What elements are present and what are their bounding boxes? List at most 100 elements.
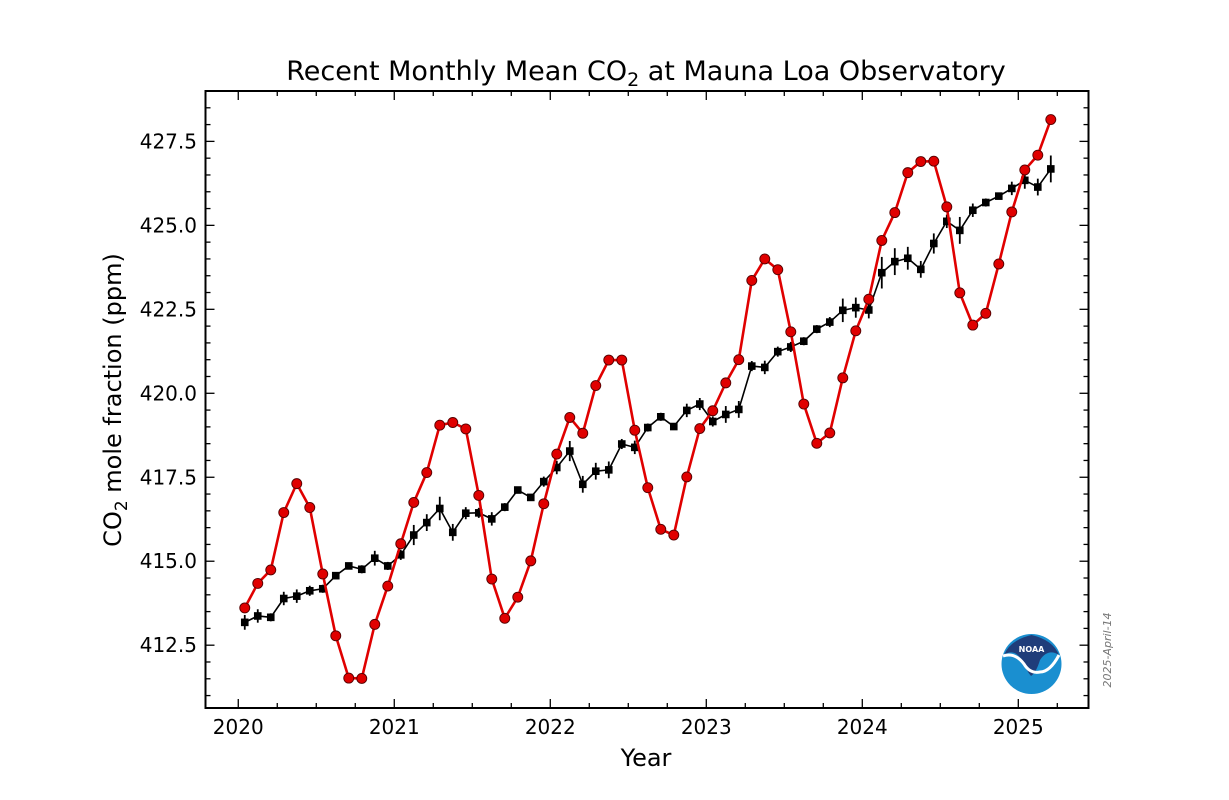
y-axis-label: CO2 mole fraction (ppm)	[99, 253, 132, 547]
data-point-corrected	[279, 594, 288, 603]
data-point-corrected	[266, 613, 275, 622]
data-point-monthly	[928, 155, 940, 167]
data-point-monthly	[343, 672, 355, 684]
data-point-monthly	[785, 326, 797, 338]
data-point-corrected	[435, 504, 444, 513]
x-tick-label: 2024	[837, 715, 888, 739]
x-axis-label: Year	[620, 744, 672, 772]
title-suffix: at Mauna Loa Observatory	[639, 56, 1006, 87]
data-point-monthly	[434, 419, 446, 431]
data-point-corrected	[669, 422, 678, 431]
noaa-logo-bird	[1004, 635, 1059, 676]
data-point-corrected	[461, 509, 470, 517]
data-point-monthly	[590, 380, 602, 392]
data-point-monthly	[1045, 114, 1057, 125]
title-main: Recent Monthly Mean CO	[286, 56, 627, 87]
y-tick-label: 427.5	[140, 129, 197, 153]
data-point-monthly	[681, 471, 693, 483]
data-point-corrected	[721, 410, 730, 419]
data-point-monthly	[642, 482, 654, 494]
data-point-monthly	[967, 319, 979, 331]
data-point-monthly	[1019, 164, 1031, 176]
data-point-corrected	[552, 463, 561, 472]
y-label-prefix: CO	[99, 511, 127, 547]
data-point-monthly	[447, 417, 459, 428]
series-seasonally-corrected	[240, 155, 1055, 630]
data-point-monthly	[538, 498, 550, 510]
data-point-monthly	[239, 602, 251, 614]
data-point-corrected	[487, 515, 496, 523]
data-point-monthly	[317, 568, 329, 580]
noaa-logo: NOAA	[1001, 634, 1062, 694]
plot-frame	[204, 90, 1090, 709]
data-point-monthly	[954, 287, 966, 299]
data-point-monthly	[1032, 149, 1044, 161]
data-point-monthly	[564, 412, 576, 423]
data-point-monthly	[356, 672, 368, 684]
data-point-monthly	[460, 423, 472, 435]
y-label-suffix: mole fraction (ppm)	[99, 253, 127, 500]
data-point-corrected	[1007, 184, 1016, 193]
svg-text:CO2 mole fraction (ppm): CO2 mole fraction (ppm)	[99, 253, 132, 547]
date-stamp: 2025-April-14	[1101, 612, 1114, 687]
data-point-corrected	[422, 518, 431, 527]
x-tick-label: 2025	[993, 715, 1044, 739]
data-point-monthly	[720, 377, 732, 389]
date-stamp-group: 2025-April-14	[1101, 612, 1114, 687]
data-point-monthly	[733, 354, 745, 366]
data-point-monthly	[577, 427, 589, 439]
data-point-monthly	[382, 580, 394, 592]
data-point-corrected	[734, 405, 743, 414]
data-point-monthly	[811, 437, 823, 449]
data-point-corrected	[539, 477, 548, 486]
data-point-monthly	[902, 167, 914, 179]
data-point-monthly	[980, 307, 992, 319]
data-point-corrected	[500, 503, 509, 511]
data-point-monthly	[798, 398, 810, 410]
data-point-corrected	[786, 343, 795, 351]
data-point-corrected	[903, 254, 912, 263]
data-point-corrected	[448, 528, 457, 537]
data-point-corrected	[955, 226, 964, 235]
data-point-monthly	[759, 253, 771, 265]
data-point-corrected	[708, 417, 717, 426]
data-point-corrected	[916, 265, 925, 274]
data-point-corrected	[838, 306, 847, 315]
data-point-corrected	[253, 612, 262, 620]
axis-ticks	[205, 90, 1089, 708]
data-point-corrected	[799, 337, 808, 346]
data-point-monthly	[993, 258, 1005, 270]
data-point-monthly	[915, 156, 927, 167]
data-point-monthly	[551, 448, 563, 460]
data-point-corrected	[864, 306, 873, 314]
data-point-corrected	[578, 480, 587, 489]
data-point-monthly	[408, 496, 420, 508]
data-point-corrected	[695, 400, 704, 408]
data-point-corrected	[604, 466, 613, 474]
data-point-corrected	[617, 440, 626, 448]
data-point-corrected	[1020, 176, 1029, 185]
data-point-corrected	[994, 192, 1003, 200]
title-subscript: 2	[627, 69, 639, 91]
series-monthly-mean	[239, 114, 1057, 684]
data-point-corrected	[890, 257, 899, 266]
data-point-monthly	[746, 274, 758, 286]
axis-tick-labels: 2020 2021 2022 2023 2024 2025 412.5 415.0 417.5 4…	[140, 129, 1044, 739]
data-point-monthly	[486, 573, 498, 585]
data-point-corrected	[292, 592, 301, 600]
data-point-corrected	[357, 565, 366, 574]
data-point-monthly	[629, 424, 641, 436]
data-point-corrected	[305, 586, 314, 595]
data-point-corrected	[760, 363, 769, 372]
series-line	[243, 119, 1053, 680]
data-point-corrected	[812, 325, 821, 333]
y-tick-label: 420.0	[140, 381, 197, 405]
series-line	[244, 168, 1052, 624]
data-point-monthly	[863, 293, 875, 305]
y-tick-label: 412.5	[140, 633, 197, 657]
data-point-monthly	[291, 478, 303, 490]
data-point-monthly	[525, 555, 537, 567]
data-point-monthly	[395, 538, 407, 550]
noaa-logo-text: NOAA	[1019, 645, 1045, 654]
